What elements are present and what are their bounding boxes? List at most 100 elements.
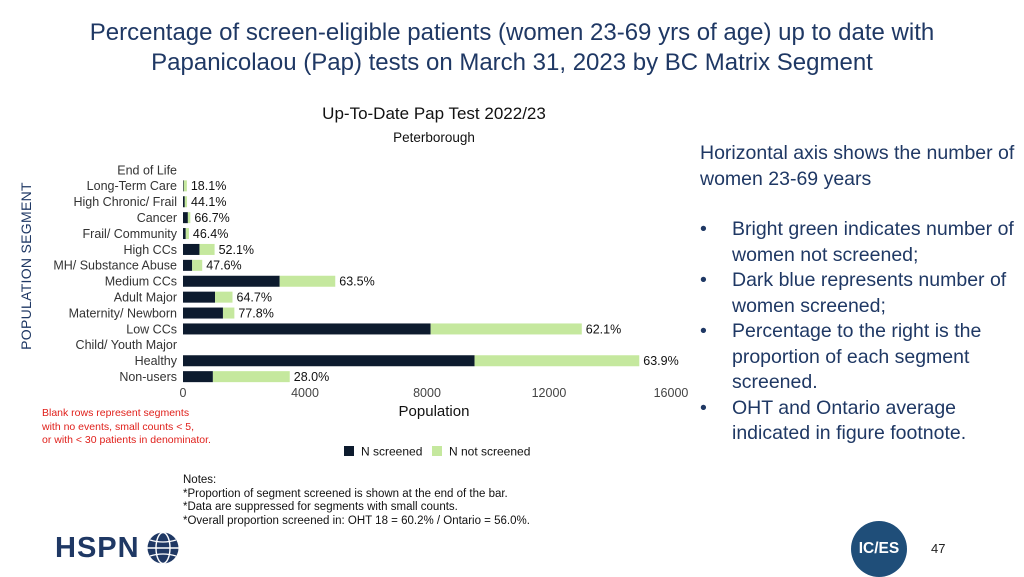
bar-not-screened bbox=[474, 355, 640, 367]
percent-labels: 18.1% 44.1% 66.7% 46.4% 52.1% 47.6% 63.5% 64.7%… bbox=[191, 179, 679, 384]
percent-label: 28.0% bbox=[294, 370, 329, 384]
category-label: Non-users bbox=[119, 370, 177, 384]
ices-logo-text: IC/ES bbox=[858, 540, 900, 557]
x-ticks: 0 4000 8000 12000 16000 bbox=[180, 386, 689, 400]
bar-not-screened bbox=[187, 212, 191, 224]
globe-icon bbox=[147, 531, 179, 565]
bar-not-screened bbox=[183, 180, 187, 192]
notes-line-1: *Proportion of segment screened is shown… bbox=[183, 487, 508, 500]
percent-label: 66.7% bbox=[194, 211, 229, 225]
side-explanation: Horizontal axis shows the number of wome… bbox=[700, 141, 1020, 447]
slide-title: Percentage of screen-eligible patients (… bbox=[40, 18, 984, 78]
category-label: High Chronic/ Frail bbox=[73, 195, 177, 209]
bar-screened bbox=[183, 371, 213, 383]
bar-not-screened bbox=[279, 275, 336, 287]
side-bullet-item: • OHT and Ontario average indicated in fi… bbox=[700, 396, 1020, 447]
bar-screened bbox=[183, 243, 200, 255]
x-tick-label: 0 bbox=[180, 386, 187, 400]
percent-label: 18.1% bbox=[191, 179, 226, 193]
bar-screened bbox=[183, 307, 223, 319]
hspn-logo-text: HSPN bbox=[55, 531, 140, 564]
side-bullet-text: Dark blue represents number of women scr… bbox=[732, 269, 1007, 317]
category-label: End of Life bbox=[117, 163, 177, 177]
bar-not-screened bbox=[199, 243, 215, 255]
percent-label: 46.4% bbox=[193, 227, 228, 241]
category-label: Long-Term Care bbox=[87, 179, 177, 193]
ices-logo: IC/ES bbox=[851, 521, 907, 577]
bullet-icon: • bbox=[700, 269, 707, 291]
x-tick-label: 16000 bbox=[654, 386, 689, 400]
category-label: Medium CCs bbox=[105, 275, 177, 289]
bar-screened bbox=[183, 323, 431, 335]
y-axis-title: POPULATION SEGMENT bbox=[18, 182, 34, 350]
percent-label: 52.1% bbox=[219, 243, 254, 257]
bar-not-screened bbox=[192, 259, 203, 271]
bar-not-screened bbox=[430, 323, 582, 335]
bullet-icon: • bbox=[700, 396, 707, 419]
chart-legend: N screened N not screened bbox=[344, 445, 530, 459]
hspn-logo: HSPN bbox=[55, 528, 180, 568]
notes-line-2: *Data are suppressed for segments with s… bbox=[183, 501, 458, 513]
notes-heading: Notes: bbox=[183, 474, 217, 486]
percent-label: 63.5% bbox=[339, 275, 374, 289]
bar-screened bbox=[183, 196, 185, 208]
chart-notes: Notes: *Proportion of segment screened i… bbox=[183, 474, 530, 528]
category-label: MH/ Substance Abuse bbox=[53, 259, 177, 273]
x-tick-label: 8000 bbox=[413, 386, 441, 400]
category-label: Cancer bbox=[137, 211, 177, 225]
percent-label: 47.6% bbox=[206, 259, 241, 273]
percent-label: 62.1% bbox=[586, 322, 621, 336]
percent-label: 77.8% bbox=[238, 306, 273, 320]
percent-label: 63.9% bbox=[643, 354, 678, 368]
category-label: High CCs bbox=[124, 243, 178, 257]
side-bullet-item: • Bright green indicates number of women … bbox=[700, 217, 1020, 268]
percent-label: 44.1% bbox=[191, 195, 226, 209]
bar-not-screened bbox=[185, 228, 189, 240]
blank-note-line-3: or with < 30 patients in denominator. bbox=[42, 434, 211, 446]
category-label: Maternity/ Newborn bbox=[69, 306, 177, 320]
x-axis-title: Population bbox=[399, 403, 470, 420]
bar-screened bbox=[183, 259, 193, 271]
notes-line-3: *Overall proportion screened in: OHT 18 … bbox=[183, 514, 530, 527]
legend-swatch-screened bbox=[344, 446, 354, 456]
bullet-icon: • bbox=[700, 320, 707, 342]
bar-screened bbox=[183, 228, 186, 240]
blank-note-line-2: with no events, small counts < 5, bbox=[42, 420, 195, 433]
side-bullet-text: OHT and Ontario average indicated in fig… bbox=[732, 396, 967, 445]
category-label: Frail/ Community bbox=[83, 227, 178, 241]
chart-title: Up-To-Date Pap Test 2022/23 bbox=[322, 104, 546, 123]
bar-screened bbox=[183, 212, 188, 224]
category-label: Healthy bbox=[135, 354, 178, 368]
side-bullet-list: • Bright green indicates number of women … bbox=[700, 217, 1020, 447]
legend-label-not-screened: N not screened bbox=[449, 445, 530, 459]
category-label: Adult Major bbox=[114, 290, 177, 304]
legend-swatch-not-screened bbox=[432, 446, 442, 456]
page-number: 47 bbox=[931, 541, 946, 556]
legend-label-screened: N screened bbox=[361, 445, 422, 459]
category-label: Low CCs bbox=[126, 322, 177, 336]
bar-not-screened bbox=[184, 196, 188, 208]
bar-screened bbox=[183, 291, 216, 303]
slide-title-line-1: Percentage of screen-eligible patients (… bbox=[89, 19, 935, 46]
x-tick-label: 12000 bbox=[532, 386, 567, 400]
blank-rows-note: Blank rows represent segments with no ev… bbox=[42, 407, 211, 448]
side-bullet-item: • Percentage to the right is the proporti… bbox=[700, 319, 1020, 396]
bar-screened bbox=[183, 355, 475, 367]
bullet-icon: • bbox=[700, 218, 707, 240]
slide-title-line-2: Papanicolaou (Pap) tests on March 31, 20… bbox=[151, 49, 873, 76]
bar-screened bbox=[183, 275, 280, 287]
bar-not-screened bbox=[212, 371, 290, 383]
side-bullet-text: Bright green indicates number of women n… bbox=[732, 218, 1014, 266]
side-bullet-text: Percentage to the right is the proportio… bbox=[732, 320, 982, 393]
side-intro: Horizontal axis shows the number of wome… bbox=[700, 142, 1015, 190]
percent-label: 64.7% bbox=[237, 290, 272, 304]
chart-subtitle: Peterborough bbox=[393, 130, 475, 145]
x-tick-label: 4000 bbox=[291, 386, 319, 400]
bar-not-screened bbox=[222, 307, 235, 319]
category-labels: End of Life Long-Term Care High Chronic/ F… bbox=[53, 163, 177, 384]
bar-not-screened bbox=[215, 291, 233, 303]
side-bullet-item: • Dark blue represents number of women sc… bbox=[700, 268, 1020, 319]
bar-screened bbox=[183, 180, 184, 192]
blank-note-line-1: Blank rows represent segments bbox=[42, 407, 190, 419]
